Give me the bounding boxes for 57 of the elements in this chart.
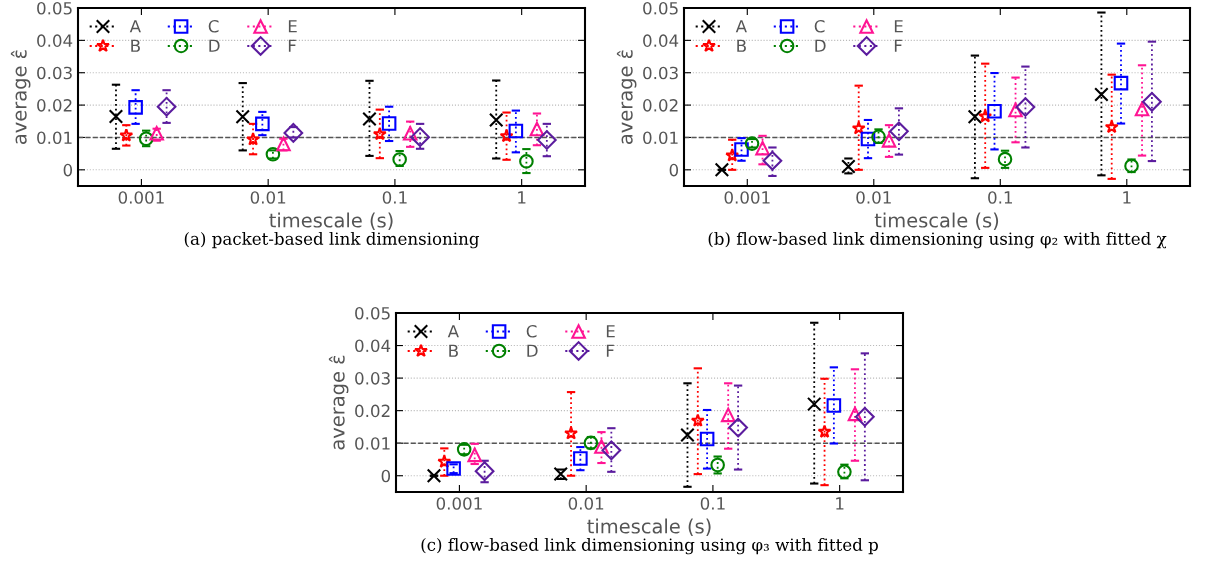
x-axis-title: timescale (s): [874, 212, 999, 230]
legend-label: E: [894, 20, 903, 33]
y-axis-title: average ε̂: [328, 355, 349, 450]
x-tick-label: 0.1: [988, 191, 1012, 204]
legend-label: C: [208, 19, 219, 33]
x-tick-label: 0.001: [118, 191, 164, 204]
legend-label: B: [449, 344, 458, 357]
y-tick-label: 0.04: [37, 34, 73, 47]
y-tick-label: 0.04: [643, 34, 679, 47]
y-tick-label: 0.01: [643, 131, 678, 145]
x-tick-label: 0.01: [250, 191, 286, 204]
y-tick-label: 0: [381, 469, 391, 483]
x-tick-label: 0.001: [436, 497, 482, 510]
x-tick-label: 0.001: [724, 191, 770, 204]
x-tick-label: 0.1: [382, 191, 407, 204]
legend-label: A: [447, 325, 459, 338]
y-tick-label: 0.01: [37, 131, 72, 145]
x-tick-label: 1: [518, 191, 526, 204]
legend-label: F: [894, 39, 902, 52]
y-tick-label: 0.05: [37, 1, 72, 15]
legend-label: D: [209, 39, 220, 52]
x-tick-label: 1: [836, 497, 844, 510]
legend-label: D: [527, 344, 538, 357]
legend-label: B: [131, 39, 140, 52]
x-tick-label: 0.1: [700, 497, 725, 510]
y-axis-title: average ε̂: [616, 50, 637, 144]
y-tick-label: 0.05: [643, 1, 678, 15]
y-tick-label: 0.05: [355, 306, 390, 320]
x-axis-title: timescale (s): [587, 518, 711, 536]
legend-label: F: [606, 344, 614, 357]
legend-label: D: [815, 39, 826, 52]
x-tick-label: 1: [1123, 191, 1131, 204]
legend-label: E: [288, 20, 297, 33]
y-tick-label: 0: [669, 163, 679, 177]
text: (a) packet-based link dimensioning: [184, 232, 480, 249]
legend-label: C: [814, 19, 825, 33]
y-axis-title: average ε̂: [10, 50, 31, 144]
x-tick-label: 0.01: [856, 191, 891, 204]
text: (c) flow-based link dimensioning using φ₃ with fitted p: [421, 538, 878, 555]
x-axis-title: timescale (s): [269, 212, 393, 230]
y-tick-label: 0.02: [355, 404, 390, 418]
y-tick-label: 0.04: [355, 339, 391, 353]
legend-label: E: [606, 325, 615, 338]
legend-label: F: [288, 39, 296, 52]
y-tick-label: 0.03: [355, 372, 390, 385]
y-tick-label: 0.03: [643, 66, 678, 80]
text: (b) flow-based link dimensioning using φ₂ with fitted χ: [708, 232, 1167, 249]
y-tick-label: 0.02: [643, 99, 678, 112]
y-tick-label: 0.01: [355, 437, 390, 450]
legend-label: A: [129, 20, 141, 33]
y-tick-label: 0.03: [37, 66, 72, 80]
y-tick-label: 0.02: [37, 99, 72, 112]
y-tick-label: 0: [63, 163, 73, 177]
legend-label: B: [737, 39, 746, 52]
legend-label: A: [735, 20, 747, 33]
legend-label: C: [526, 324, 537, 338]
x-tick-label: 0.01: [568, 497, 604, 510]
